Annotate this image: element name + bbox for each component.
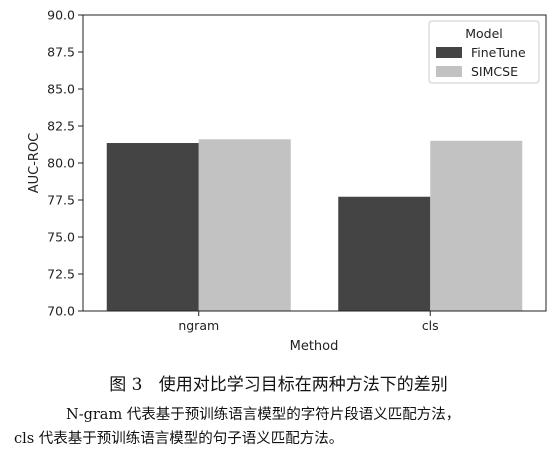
bar-simcse-ngram [198, 139, 291, 311]
figure-number: 图 3 [109, 375, 143, 395]
y-tick-label: 75.0 [47, 230, 75, 245]
x-axis-label: Method [290, 339, 339, 354]
y-tick-label: 80.0 [47, 156, 75, 171]
caption-note-line-2: cls 代表基于预训练语言模型的句子语义匹配方法。 [14, 431, 344, 447]
x-axis: ngram cls [178, 311, 439, 333]
y-tick-label: 70.0 [47, 304, 75, 319]
y-axis: 70.0 72.5 75.0 77.5 80.0 82.5 85.0 87.5 90.0 [47, 8, 83, 319]
caption-note-line-1: N-gram 代表基于预训练语言模型的字符片段语义匹配方法， [66, 407, 461, 423]
y-axis-label: AUC-ROC [27, 133, 42, 194]
figure-caption: 图 3 使用对比学习目标在两种方法下的差别 [0, 370, 557, 395]
bars-group [106, 139, 523, 311]
legend-label-simcse: SIMCSE [471, 64, 518, 79]
legend-label-finetune: FineTune [471, 45, 526, 60]
legend-title: Model [465, 26, 503, 41]
y-tick-label: 82.5 [47, 119, 75, 134]
legend-swatch-finetune [436, 47, 462, 58]
legend: Model FineTune SIMCSE [428, 20, 540, 84]
y-tick-label: 72.5 [47, 267, 75, 282]
y-tick-label: 77.5 [47, 193, 75, 208]
y-tick-label: 85.0 [47, 82, 75, 97]
bar-chart: 70.0 72.5 75.0 77.5 80.0 82.5 85.0 87.5 90.0 ngr… [27, 8, 547, 354]
y-tick-label: 87.5 [47, 45, 75, 60]
bar-simcse-cls [430, 140, 523, 311]
bar-finetune-ngram [106, 143, 199, 311]
y-tick-label: 90.0 [47, 8, 75, 23]
x-tick-label-ngram: ngram [178, 318, 219, 333]
figure-title: 使用对比学习目标在两种方法下的差别 [158, 375, 448, 395]
bar-finetune-cls [338, 196, 431, 311]
legend-swatch-simcse [436, 66, 462, 77]
x-tick-label-cls: cls [422, 318, 439, 333]
